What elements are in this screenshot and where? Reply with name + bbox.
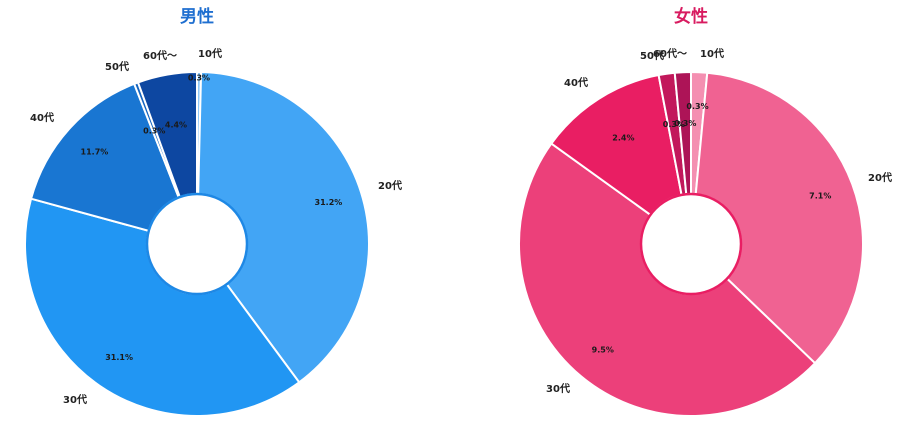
female-value-label-1: 7.1% — [809, 192, 831, 201]
male-value-label-2: 31.1% — [105, 353, 133, 362]
female-value-label-3: 2.4% — [612, 134, 634, 143]
female-donut-hole — [639, 192, 743, 296]
male-slices — [24, 70, 370, 417]
female-category-label-2: 30代 — [546, 382, 570, 395]
female-category-label-1: 20代 — [868, 171, 892, 184]
male-value-label-3: 11.7% — [81, 147, 109, 156]
female-category-label-4: 50代 — [640, 49, 664, 62]
male-chart: 男性 0.3% 10代 31.2% 20代 31.1% 30代 11.7% 40代 0.3% 50… — [24, 6, 402, 417]
female-category-label-0: 10代 — [700, 47, 724, 60]
female-value-label-2: 9.5% — [592, 345, 614, 354]
male-labels: 0.3% 10代 31.2% 20代 31.1% 30代 11.7% 40代 0.3% 50代 4.… — [30, 47, 402, 406]
female-category-label-3: 40代 — [564, 76, 588, 89]
male-category-label-2: 30代 — [63, 393, 87, 406]
male-category-label-5: 60代〜 — [143, 49, 177, 62]
female-value-label-0: 0.3% — [686, 102, 708, 111]
male-value-label-5: 4.4% — [165, 121, 187, 130]
female-value-label-5: 0.3% — [674, 119, 696, 128]
female-chart: 女性 0.3%10代7.1%20代9.5%30代2.4%40代0.3%50代0.… — [517, 6, 892, 417]
female-value-label-4: 0.3% — [663, 120, 685, 129]
female-labels: 0.3% 10代 7.1% 20代 9.5% 30代 2.4% 40代 0.3% 50代 0.3% 6… — [546, 47, 892, 395]
male-donut-hole — [145, 192, 249, 296]
female-category-label-5: 60代〜 — [653, 47, 687, 60]
male-category-label-4: 50代 — [105, 60, 129, 73]
male-value-label-0: 0.3% — [188, 74, 210, 83]
male-value-label-4: 0.3% — [143, 127, 165, 136]
female-slices — [517, 70, 864, 417]
male-category-label-0: 10代 — [198, 47, 222, 60]
male-chart-title: 男性 — [180, 6, 214, 27]
male-category-label-3: 40代 — [30, 111, 54, 124]
male-value-label-1: 31.2% — [315, 198, 343, 207]
male-category-label-1: 20代 — [378, 179, 402, 192]
female-chart-title: 女性 — [674, 6, 708, 27]
